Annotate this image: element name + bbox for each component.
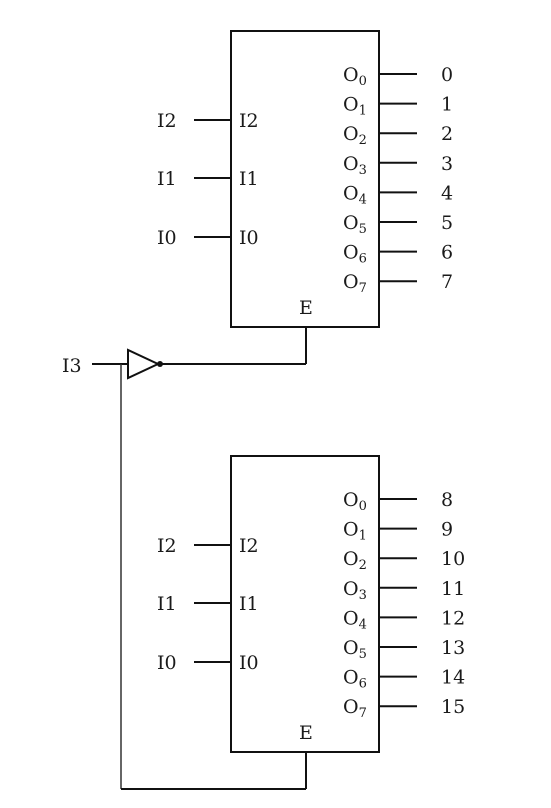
input-pin-i1: I1 (239, 168, 259, 190)
output-pin-subscript: 1 (359, 529, 367, 544)
output-pin-subscript: 2 (359, 558, 367, 573)
output-pin-subscript: 1 (359, 104, 367, 119)
output-pin-subscript: 0 (359, 74, 367, 89)
decoder-box (230, 30, 380, 328)
output-number: 3 (441, 153, 453, 175)
output-number: 14 (441, 667, 465, 689)
output-number: 10 (441, 548, 465, 570)
output-number: 8 (441, 489, 453, 511)
output-number: 15 (441, 696, 465, 718)
input-pin-i2: I2 (239, 110, 259, 132)
input-label-i1: I1 (157, 168, 177, 190)
output-number: 2 (441, 123, 453, 145)
output-pin-subscript: 2 (359, 133, 367, 148)
decoder-box (230, 455, 380, 753)
input-pin-i0: I0 (239, 227, 259, 249)
input-pin-i2: I2 (239, 535, 259, 557)
output-pin-subscript: 3 (359, 163, 367, 178)
output-number: 13 (441, 637, 465, 659)
input-pin-i1: I1 (239, 593, 259, 615)
output-number: 1 (441, 94, 453, 116)
enable-pin-label: E (299, 722, 313, 744)
input-label-i2: I2 (157, 535, 177, 557)
inverter-gate (127, 348, 161, 380)
output-pin-subscript: 5 (359, 222, 367, 237)
input-label-i0: I0 (157, 652, 177, 674)
select-input-group: I3 (62, 327, 307, 790)
enable-pin-label: E (299, 297, 313, 319)
output-number: 4 (441, 182, 453, 204)
output-pin-subscript: 5 (359, 647, 367, 662)
output-pin-subscript: 6 (359, 252, 367, 267)
input-pin-i0: I0 (239, 652, 259, 674)
output-number: 0 (441, 64, 453, 86)
select-input-label: I3 (62, 355, 82, 377)
input-label-i0: I0 (157, 227, 177, 249)
output-number: 9 (441, 519, 453, 541)
inverter-bubble (157, 361, 163, 367)
output-number: 6 (441, 242, 453, 264)
input-label-i1: I1 (157, 593, 177, 615)
output-pin-subscript: 3 (359, 588, 367, 603)
input-label-i2: I2 (157, 110, 177, 132)
output-pin-subscript: 7 (359, 706, 367, 721)
output-number: 7 (441, 271, 453, 293)
output-number: 12 (441, 607, 465, 629)
output-pin-subscript: 4 (359, 192, 367, 207)
output-number: 11 (441, 578, 465, 600)
output-pin-subscript: 4 (359, 617, 367, 632)
output-number: 5 (441, 212, 453, 234)
output-pin-subscript: 7 (359, 281, 367, 296)
output-pin-subscript: 0 (359, 499, 367, 514)
output-pin-subscript: 6 (359, 677, 367, 692)
